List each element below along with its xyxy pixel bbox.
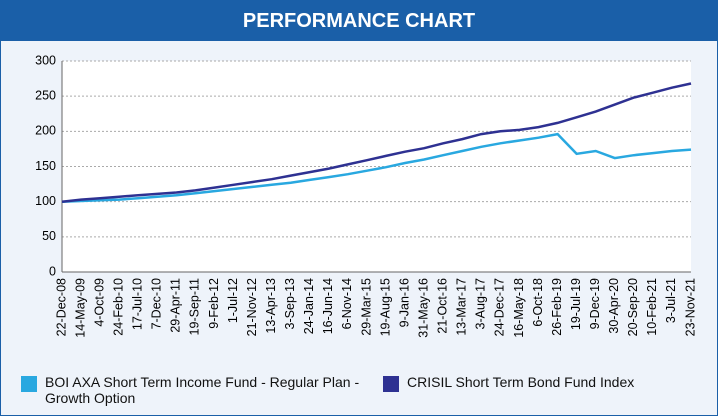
x-tick-label: 29-Apr-11: [169, 278, 183, 333]
x-tick-label: 10-Feb-21: [645, 278, 659, 336]
x-tick-label: 29-Mar-15: [359, 278, 373, 336]
x-tick-label: 24-Dec-17: [493, 278, 507, 336]
y-tick-label: 300: [35, 53, 56, 67]
x-tick-label: 21-Nov-12: [245, 278, 259, 336]
x-tick-label: 6-Nov-14: [340, 278, 354, 329]
x-tick-label: 19-Sep-11: [188, 278, 202, 335]
x-tick-label: 9-Jan-16: [397, 278, 411, 327]
x-tick-label: 23-Nov-21: [683, 278, 697, 336]
y-tick-label: 150: [35, 159, 56, 173]
x-tick-label: 30-Apr-20: [607, 278, 621, 334]
legend-entry: CRISIL Short Term Bond Fund Index: [383, 374, 717, 392]
x-tick-label: 3-Jul-21: [664, 278, 678, 323]
legend-swatch: [383, 376, 399, 392]
x-tick-label: 3-Sep-13: [283, 278, 297, 329]
x-tick-label: 24-Jan-14: [302, 278, 316, 334]
x-tick-label: 22-Dec-08: [54, 278, 68, 336]
x-tick-label: 13-Mar-17: [455, 278, 469, 336]
x-tick-label: 14-May-09: [73, 278, 87, 338]
y-tick-label: 100: [35, 194, 56, 208]
y-tick-label: 50: [42, 229, 56, 243]
series-line: [61, 82, 692, 203]
x-tick-label: 6-Oct-18: [531, 278, 545, 327]
legend-entry: BOI AXA Short Term Income Fund - Regular…: [21, 374, 385, 406]
x-tick-label: 24-Feb-10: [111, 278, 125, 336]
x-tick-label: 1-Jul-12: [226, 278, 240, 323]
x-tick-label: 17-Jul-10: [131, 278, 145, 330]
x-tick-label: 26-Feb-19: [550, 278, 564, 336]
plot-area: [62, 61, 691, 272]
chart-title: PERFORMANCE CHART: [1, 1, 717, 41]
legend-swatch: [21, 376, 37, 392]
x-tick-label: 13-Apr-13: [264, 278, 278, 334]
x-tick-label: 3-Aug-17: [474, 278, 488, 329]
x-tick-label: 21-Oct-16: [436, 278, 450, 334]
x-tick-label: 9-Dec-19: [588, 278, 602, 329]
x-tick-label: 31-May-16: [416, 278, 430, 338]
legend-label: BOI AXA Short Term Income Fund - Regular…: [45, 374, 360, 406]
legend-label: CRISIL Short Term Bond Fund Index: [407, 374, 635, 390]
x-tick-label: 20-Sep-20: [626, 278, 640, 336]
x-tick-label: 19-Aug-15: [378, 278, 392, 336]
x-tick-label: 9-Feb-12: [207, 278, 221, 329]
y-tick-label: 200: [35, 124, 56, 138]
series-line: [61, 132, 692, 203]
y-tick-label: 250: [35, 88, 56, 102]
x-tick-label: 19-Jul-19: [569, 278, 583, 330]
x-tick-label: 16-May-18: [512, 278, 526, 338]
plot: 0 50 100 150 200 250 300 22-Dec-08 14-May-09 4-Oc…: [35, 53, 697, 338]
x-tick-label: 7-Dec-10: [150, 278, 164, 329]
y-tick-label: 0: [49, 264, 56, 278]
x-tick-label: 16-Jun-14: [321, 278, 335, 334]
x-tick-label: 4-Oct-09: [92, 278, 106, 327]
